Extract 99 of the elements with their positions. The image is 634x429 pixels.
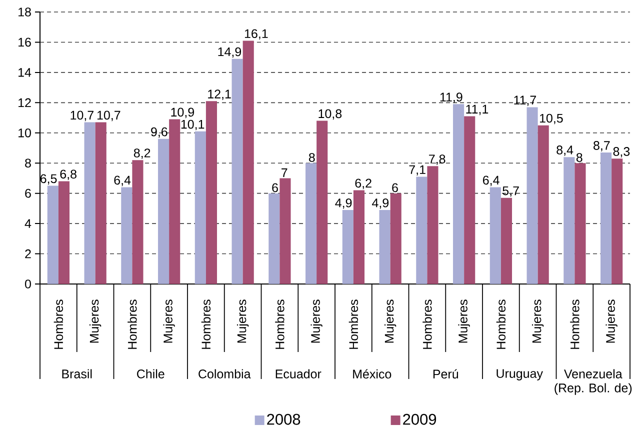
data-label: 11,1 bbox=[466, 104, 488, 116]
data-label: 6,2 bbox=[355, 178, 372, 190]
bar bbox=[538, 125, 549, 284]
y-tick-label: 4 bbox=[24, 219, 32, 228]
x-tick-label: Mujeres bbox=[236, 300, 249, 343]
bar bbox=[132, 160, 144, 284]
data-label: 10,5 bbox=[540, 114, 563, 124]
x-tick-label: Hombres bbox=[496, 300, 506, 349]
bar bbox=[600, 152, 612, 284]
data-label: 4,9 bbox=[372, 198, 389, 209]
bar bbox=[416, 176, 428, 284]
data-label: 6,8 bbox=[60, 170, 76, 180]
y-tick-label: 0 bbox=[25, 280, 31, 288]
data-label: 8,7 bbox=[594, 141, 610, 152]
bar bbox=[453, 104, 464, 284]
bar bbox=[158, 138, 170, 284]
y-tick-label: 16 bbox=[18, 38, 31, 47]
data-label: 8 bbox=[308, 153, 315, 162]
y-tick-label: 6 bbox=[25, 188, 31, 198]
x-tick-label: Mujeres bbox=[89, 300, 102, 343]
data-label: 7,8 bbox=[429, 154, 446, 165]
bar bbox=[232, 58, 243, 284]
legend-label: 2008 bbox=[267, 414, 300, 425]
x-tick-label: Hombres bbox=[54, 300, 64, 349]
x-tick-label: Hombres bbox=[201, 300, 211, 349]
bar bbox=[526, 107, 538, 284]
data-label: 8,4 bbox=[556, 146, 574, 156]
text: Brasil bbox=[62, 369, 92, 378]
data-label: 12,1 bbox=[208, 90, 231, 100]
data-label: 6,4 bbox=[114, 176, 131, 186]
x-tick-label: Mujeres bbox=[606, 300, 618, 343]
bar bbox=[500, 198, 512, 284]
bar bbox=[564, 157, 575, 284]
x-tick-label: Hombres bbox=[348, 300, 358, 349]
data-label: 6 bbox=[272, 183, 278, 192]
data-label: 11,9 bbox=[440, 92, 462, 103]
x-tick-label: Hombres bbox=[128, 300, 137, 349]
text: Perú bbox=[433, 369, 458, 379]
data-label: 8 bbox=[576, 153, 582, 162]
bar bbox=[306, 163, 317, 284]
bar bbox=[95, 122, 106, 284]
data-label: 10,7 bbox=[70, 110, 94, 122]
y-tick-label: 12 bbox=[18, 98, 31, 108]
bar bbox=[206, 101, 218, 284]
data-label: 7,1 bbox=[409, 165, 426, 176]
data-label: 7 bbox=[282, 168, 288, 178]
data-label: 8,3 bbox=[613, 147, 630, 158]
data-label: 14,9 bbox=[218, 47, 242, 58]
data-label: 9,6 bbox=[151, 127, 168, 138]
bar bbox=[194, 131, 206, 284]
bar bbox=[427, 166, 438, 284]
bar bbox=[169, 119, 180, 284]
text: Colombia bbox=[198, 369, 251, 378]
x-tick-label: Hombres bbox=[422, 300, 432, 349]
data-label: 10,8 bbox=[318, 109, 342, 120]
x-tick-label: Hombres bbox=[570, 300, 580, 349]
y-tick-label: 8 bbox=[25, 158, 31, 168]
bar bbox=[121, 187, 132, 284]
data-label: 10,7 bbox=[97, 110, 120, 122]
x-tick-label: Mujeres bbox=[532, 300, 544, 343]
bar bbox=[464, 116, 476, 284]
bar bbox=[390, 193, 402, 284]
bar bbox=[574, 163, 586, 284]
y-tick-label: 10 bbox=[18, 128, 31, 138]
x-tick-label: Hombres bbox=[275, 300, 284, 349]
x-tick-label: Mujeres bbox=[163, 300, 175, 343]
bar bbox=[242, 40, 254, 284]
y-tick-label: 14 bbox=[18, 68, 32, 77]
x-tick-label: Mujeres bbox=[384, 300, 396, 343]
text: Chile bbox=[137, 369, 164, 378]
x-tick-label: Mujeres bbox=[310, 300, 322, 343]
y-tick-label: 2 bbox=[25, 249, 31, 258]
data-label: 6,5 bbox=[40, 174, 57, 185]
data-label: 6 bbox=[392, 183, 398, 192]
data-label: 4,9 bbox=[335, 198, 352, 209]
text: Uruguay bbox=[496, 369, 543, 380]
text: México bbox=[353, 369, 392, 379]
data-label: 10,9 bbox=[171, 108, 194, 118]
bar bbox=[268, 193, 280, 284]
data-label: 8,2 bbox=[134, 148, 150, 159]
x-tick-label: Mujeres bbox=[458, 300, 470, 343]
bar bbox=[490, 187, 501, 284]
bar bbox=[316, 120, 328, 284]
data-label: 11,7 bbox=[514, 96, 536, 106]
data-label: 16,1 bbox=[244, 29, 268, 40]
bar bbox=[58, 181, 70, 284]
text: Venezuela (Rep. Bol. de) bbox=[554, 369, 632, 395]
text: Ecuador bbox=[276, 369, 322, 378]
bar bbox=[612, 158, 623, 284]
bar bbox=[84, 122, 96, 284]
bar bbox=[379, 210, 390, 284]
bar bbox=[353, 190, 365, 284]
legend-label: 2009 bbox=[403, 414, 436, 425]
data-label: 6,4 bbox=[482, 176, 500, 186]
y-tick-label: 18 bbox=[18, 8, 31, 16]
bar bbox=[280, 178, 291, 284]
data-label: 10,1 bbox=[181, 120, 204, 130]
bar bbox=[342, 210, 354, 284]
bar bbox=[47, 186, 58, 284]
